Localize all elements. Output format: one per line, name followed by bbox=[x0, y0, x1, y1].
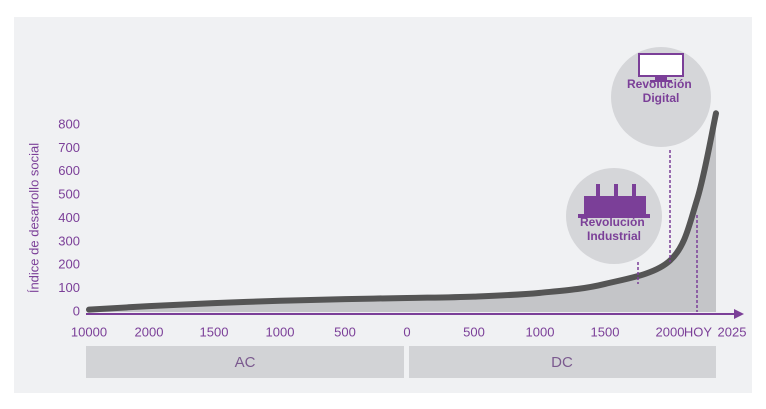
y-tick-label: 800 bbox=[58, 116, 80, 131]
x-tick-label: 1000 bbox=[526, 324, 555, 339]
y-axis-label: Índice de desarrollo social bbox=[26, 143, 41, 293]
y-tick-label: 600 bbox=[58, 163, 80, 178]
annotation-circle bbox=[611, 47, 711, 147]
x-tick-label: 500 bbox=[463, 324, 485, 339]
x-axis-arrow bbox=[734, 309, 744, 319]
x-tick-label: 1000 bbox=[266, 324, 295, 339]
y-tick-label: 700 bbox=[58, 140, 80, 155]
era-label: AC bbox=[235, 354, 256, 371]
line bbox=[86, 110, 719, 313]
y-tick-label: 0 bbox=[73, 303, 80, 318]
y-tick-label: 400 bbox=[58, 210, 80, 225]
era-bar bbox=[409, 346, 716, 378]
monitor-icon bbox=[638, 53, 684, 82]
annotation-label: Revolución Industrial bbox=[580, 215, 648, 243]
y-tick-label: 300 bbox=[58, 233, 80, 248]
area bbox=[89, 113, 716, 312]
x-tick-label: 2000 bbox=[656, 324, 685, 339]
era-label: DC bbox=[551, 354, 573, 371]
x-tick-label: HOY bbox=[684, 324, 713, 339]
y-tick-label: 200 bbox=[58, 257, 80, 272]
x-tick-label: 10000 bbox=[71, 324, 107, 339]
annotation-label: Revolución Digital bbox=[627, 77, 695, 105]
era-bar bbox=[86, 346, 404, 378]
x-tick-label: 1500 bbox=[200, 324, 229, 339]
y-tick-label: 100 bbox=[58, 280, 80, 295]
y-tick-label: 500 bbox=[58, 187, 80, 202]
x-tick-label: 0 bbox=[403, 324, 410, 339]
x-tick-label: 2025 bbox=[718, 324, 747, 339]
x-tick-label: 2000 bbox=[135, 324, 164, 339]
factory-icon bbox=[578, 184, 650, 218]
x-tick-label: 500 bbox=[334, 324, 356, 339]
x-tick-label: 1500 bbox=[591, 324, 620, 339]
